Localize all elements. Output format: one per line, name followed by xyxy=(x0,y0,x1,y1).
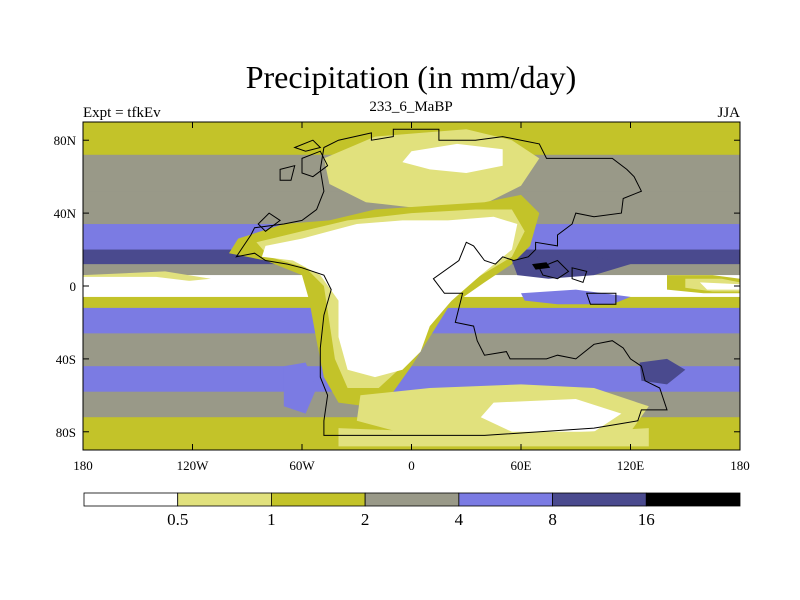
coastline-4 xyxy=(257,212,281,232)
y-axis: 80N 40N 0 40S 80S xyxy=(54,133,740,440)
colorbar-label: 2 xyxy=(361,510,370,529)
experiment-label: Expt = tfkEv xyxy=(83,105,161,121)
x-tick-label: 120E xyxy=(617,458,645,473)
coastline-5 xyxy=(538,259,570,280)
precip-region-1 xyxy=(402,143,503,173)
y-tick-label: 80N xyxy=(54,133,77,148)
colorbar-label: 0.5 xyxy=(167,510,188,529)
precip-region-13 xyxy=(283,362,317,414)
colorbar-label: 16 xyxy=(638,510,655,529)
colorbar-swatch-2 xyxy=(271,492,366,507)
coastlines xyxy=(235,128,668,436)
colorbar-label: 4 xyxy=(455,510,464,529)
colorbar-label: 1 xyxy=(267,510,276,529)
subtitle-label: 233_6_MaBP xyxy=(369,99,452,115)
colorbar-swatch-1 xyxy=(177,492,272,507)
precip-region-17 xyxy=(338,428,649,447)
x-tick-label: 180 xyxy=(730,458,750,473)
season-label: JJA xyxy=(717,105,740,121)
coastline-1 xyxy=(301,150,329,178)
colorbar: 0.5 1 2 4 8 16 xyxy=(83,492,741,529)
precip-region-16 xyxy=(480,399,622,432)
precip-region-6 xyxy=(83,276,202,288)
colorbar-label: 8 xyxy=(548,510,557,529)
precip-region-14 xyxy=(639,358,686,385)
coastline-7 xyxy=(586,292,617,305)
y-tick-label: 40S xyxy=(56,352,76,367)
y-tick-label: 40N xyxy=(54,206,77,221)
zonal-band-10 xyxy=(83,366,740,393)
colorbar-swatch-3 xyxy=(364,492,460,507)
colorbar-swatch-4 xyxy=(458,492,553,507)
coastline-3 xyxy=(279,165,296,181)
precip-region-9 xyxy=(699,282,740,290)
x-tick-label: 60W xyxy=(289,458,315,473)
coastline-2 xyxy=(293,139,322,152)
colorbar-swatch-0 xyxy=(83,492,179,507)
x-tick-label: 0 xyxy=(408,458,415,473)
x-tick-label: 120W xyxy=(177,458,210,473)
precip-region-4 xyxy=(261,216,518,378)
x-tick-label: 180 xyxy=(73,458,93,473)
coastline-0 xyxy=(235,128,668,436)
precip-region-11 xyxy=(532,262,551,270)
colorbar-swatch-6 xyxy=(645,492,741,507)
x-tick-label: 60E xyxy=(511,458,532,473)
y-tick-label: 0 xyxy=(70,279,77,294)
y-tick-label: 80S xyxy=(56,425,76,440)
coastline-6 xyxy=(571,267,588,284)
precipitation-map xyxy=(83,122,740,450)
x-axis: 180 120W 60W 0 60E 120E 180 xyxy=(73,122,750,473)
colorbar-swatch-5 xyxy=(552,492,647,507)
chart-title: Precipitation (in mm/day) xyxy=(246,59,577,95)
